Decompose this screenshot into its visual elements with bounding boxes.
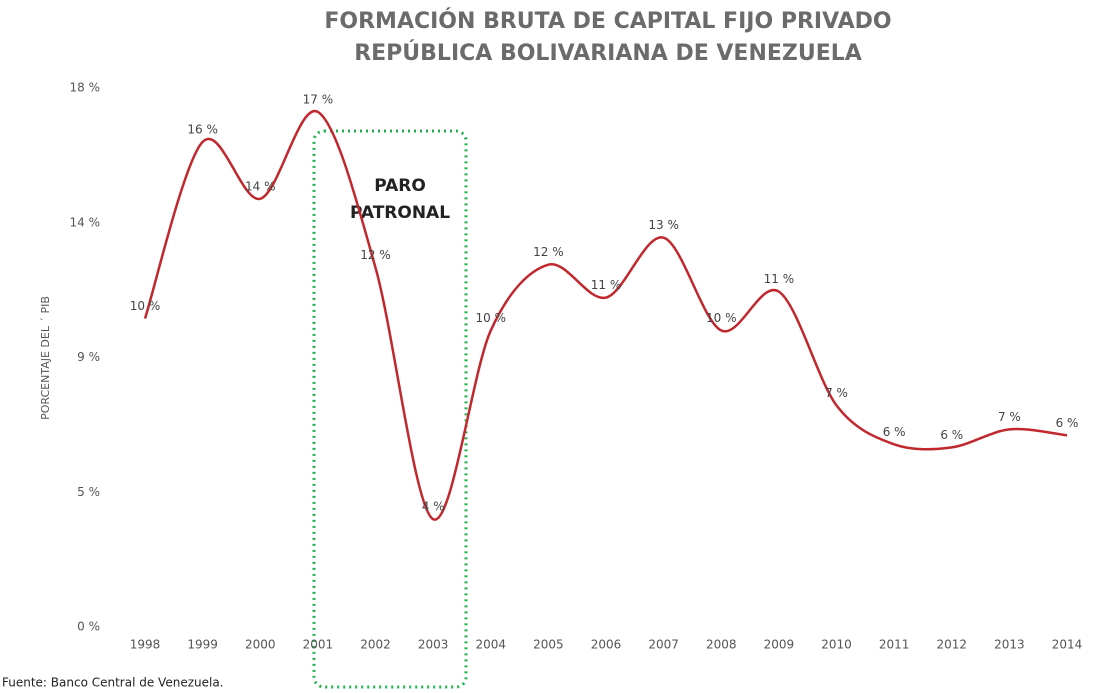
x-tick-label: 2000 [245, 638, 276, 652]
value-label: 13 % [648, 218, 679, 232]
x-tick-label: 2002 [360, 638, 391, 652]
y-tick-label: 5 % [77, 485, 100, 499]
x-tick-label: 2004 [475, 638, 506, 652]
value-label: 6 % [883, 425, 906, 439]
x-tick-label: 2012 [936, 638, 967, 652]
annotation: PARO [374, 176, 426, 196]
x-tick-label: 2010 [821, 638, 852, 652]
x-tick-label: 2006 [591, 638, 622, 652]
value-label: 6 % [1056, 416, 1079, 430]
value-label: 6 % [940, 428, 963, 442]
x-tick-label: 2008 [706, 638, 737, 652]
x-tick-label: 2013 [994, 638, 1025, 652]
y-tick-label: 18 % [70, 81, 101, 95]
x-tick-label: 2001 [303, 638, 334, 652]
value-label: 10 % [130, 299, 161, 313]
highlight-box [312, 129, 468, 689]
value-label: 12 % [533, 245, 564, 259]
y-tick-label: 9 % [77, 350, 100, 364]
value-label: 14 % [245, 179, 276, 193]
x-tick-label: 1998 [130, 638, 161, 652]
y-tick-label: 0 % [77, 620, 100, 634]
y-tick-label: 14 % [70, 215, 101, 229]
chart-title: FORMACIÓN BRUTA DE CAPITAL FIJO PRIVADO [324, 8, 891, 34]
x-tick-label: 2009 [764, 638, 795, 652]
value-label: 16 % [187, 122, 218, 136]
x-tick-label: 2011 [879, 638, 910, 652]
value-label: 7 % [825, 386, 848, 400]
chart-subtitle: REPÚBLICA BOLIVARIANA DE VENEZUELA [354, 40, 862, 66]
value-label: 7 % [998, 410, 1021, 424]
source: Fuente: Banco Central de Venezuela. [2, 676, 224, 690]
value-label: 12 % [360, 248, 391, 262]
value-label: 10 % [706, 311, 737, 325]
value-label: 17 % [303, 92, 334, 106]
x-tick-label: 2007 [648, 638, 679, 652]
y-axis-label: PORCENTAJE DEL ´ PIB [39, 296, 52, 420]
x-tick-label: 2014 [1052, 638, 1083, 652]
x-tick-label: 1999 [187, 638, 218, 652]
annotation: PATRONAL [350, 203, 450, 223]
value-label: 11 % [591, 278, 622, 292]
line [143, 110, 1068, 521]
value-label: 4 % [422, 500, 445, 514]
value-label: 11 % [764, 272, 795, 286]
x-tick-label: 2003 [418, 638, 449, 652]
x-tick-label: 2005 [533, 638, 564, 652]
value-label: 10 % [476, 311, 507, 325]
